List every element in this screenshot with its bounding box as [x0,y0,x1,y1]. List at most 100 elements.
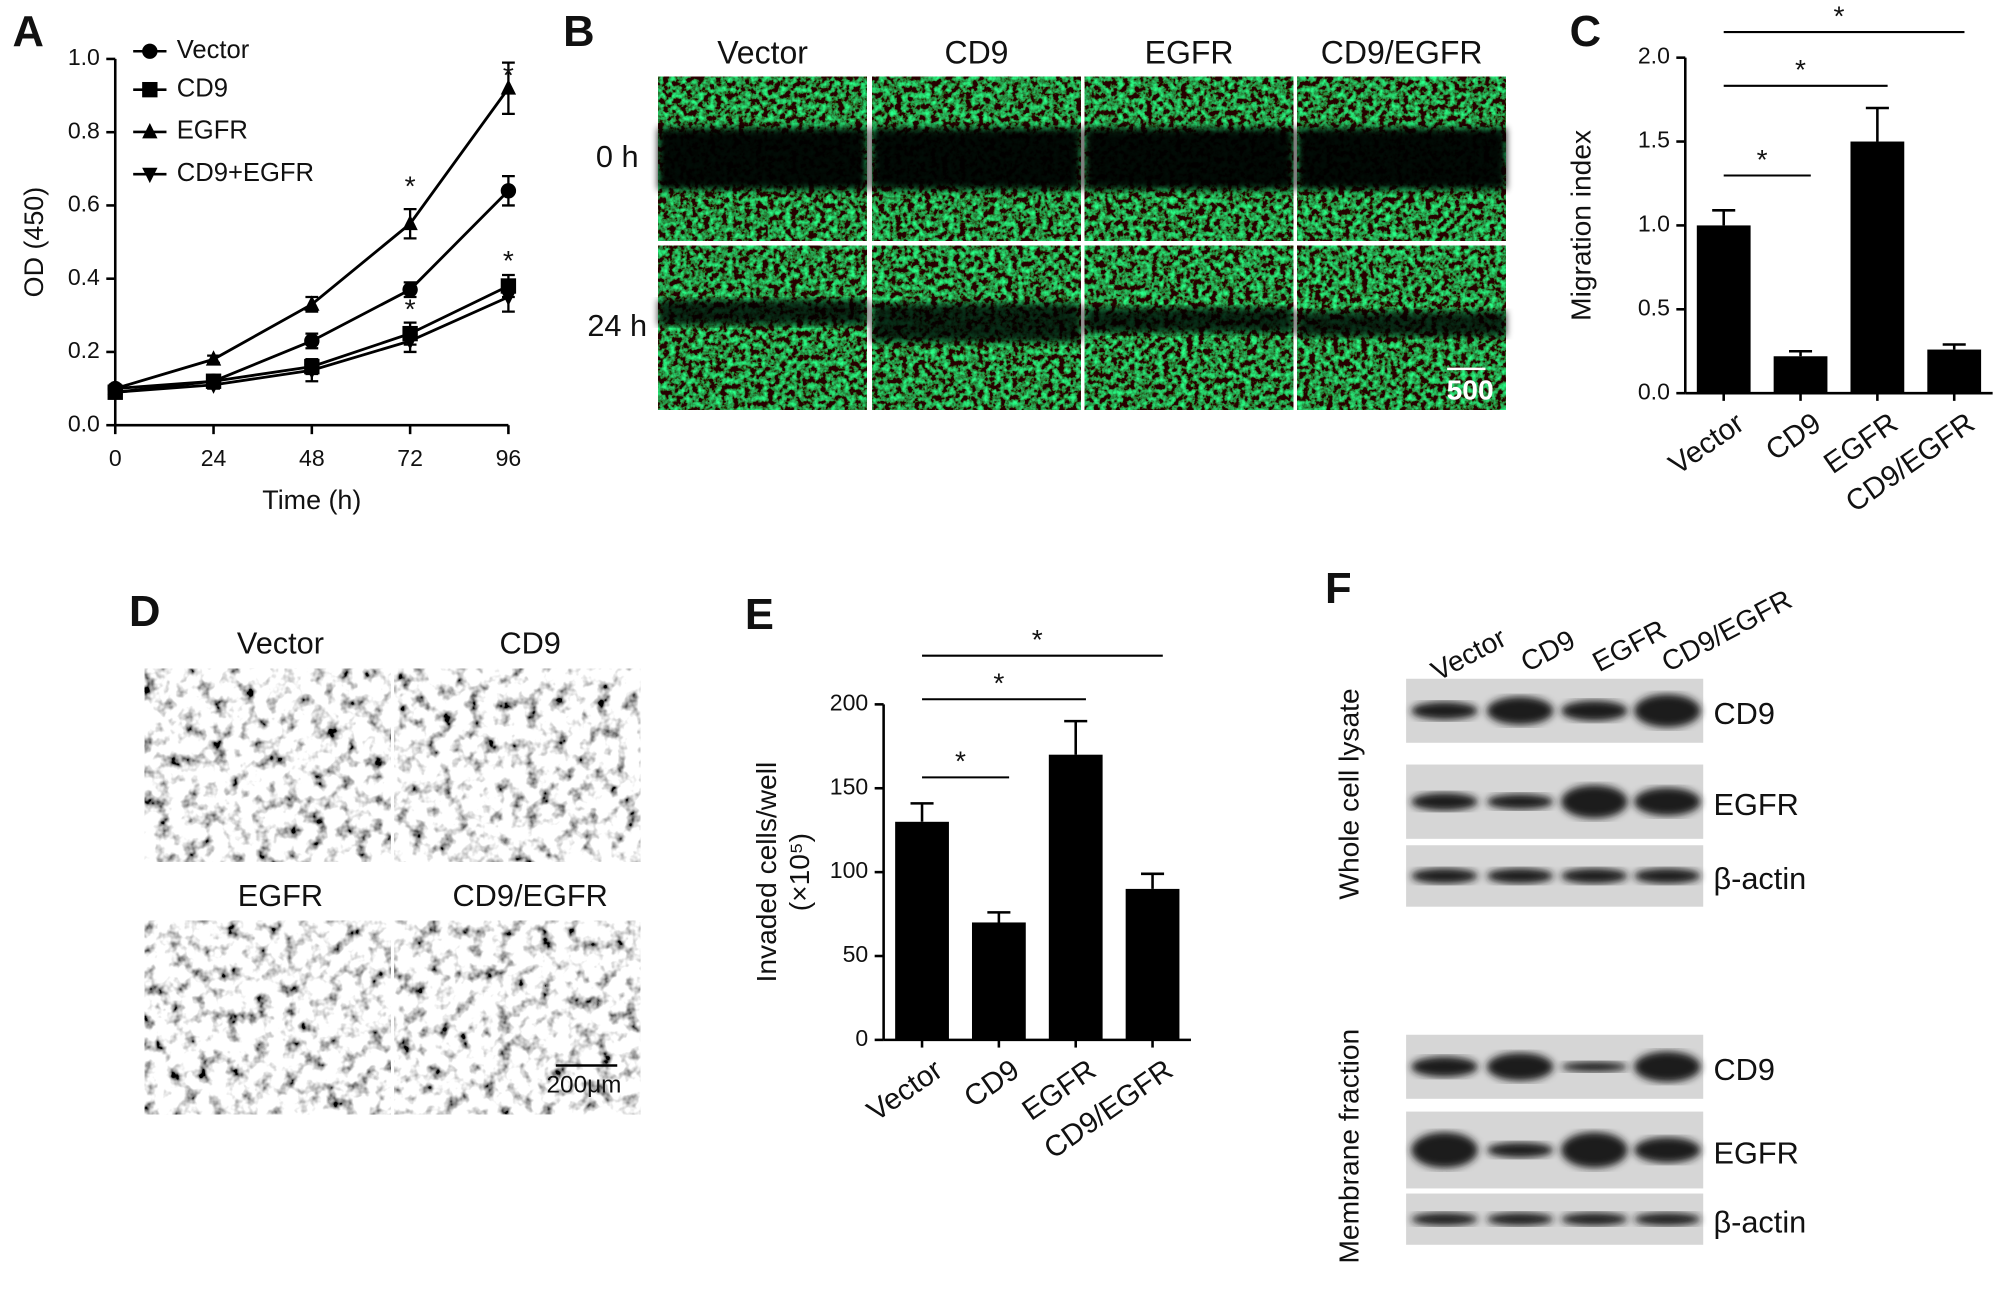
y-tick-label: 0.6 [68,191,100,217]
marker [402,214,418,231]
bar [1773,356,1828,394]
row-label: 0 h [596,139,639,174]
significance-label: * [1757,143,1768,175]
y-tick-label: 150 [830,773,868,799]
band-label: CD9 [1713,696,1774,731]
x-tick-label: 0 [109,445,122,471]
legend-label: EGFR [177,117,248,145]
row-label: 24 h [587,308,647,343]
y-tick-label: 100 [830,857,868,883]
y-axis-label: (×10⁵) [783,833,815,911]
wound-gap [1084,128,1294,190]
wound-gap [1297,311,1506,337]
column-label: Vector [717,35,808,71]
blot-band [1486,868,1554,884]
annotation: * [503,244,514,276]
y-axis-label: OD (450) [19,187,49,298]
blot-band [1411,701,1478,720]
wound-gap [658,299,867,326]
blot-band [1634,694,1701,728]
error-bar [1865,106,1889,142]
blot-band [1561,868,1628,884]
error-bar [910,802,934,822]
marker [304,363,320,380]
y-tick-label: 0.4 [68,264,100,290]
significance-label: * [955,745,966,777]
transwell-image [144,920,391,1115]
error-bar [1942,343,1966,350]
band-label: CD9 [1713,1052,1774,1087]
blot-band [1411,1056,1478,1078]
y-tick-label: 200 [830,689,868,715]
lane-label: CD9/EGFR [1656,583,1797,678]
band-label: EGFR [1713,787,1798,822]
x-tick-label: 48 [299,445,325,471]
marker [500,290,517,306]
column-label: CD9/EGFR [1321,35,1483,71]
x-tick-label: CD9 [1760,406,1827,467]
scale-bar-label: 200μm [547,1071,622,1098]
bar [1125,888,1180,1040]
y-axis-label: Migration index [1564,130,1596,321]
transwell-image [394,668,641,862]
blot-band [1634,787,1701,816]
blot-band [1634,1212,1701,1226]
y-tick-label: 50 [843,941,869,967]
bar [971,922,1026,1040]
annotation: * [503,58,514,90]
legend-label: CD9+EGFR [177,159,314,187]
wound-gap [872,128,1081,190]
panel-letter: C [1570,8,1601,56]
blot-band [1486,1052,1554,1081]
panel-letter: B [563,8,594,56]
bar [1696,225,1751,394]
y-tick-label: 0.0 [68,410,100,436]
marker [205,350,222,366]
y-tick-label: 0 [855,1025,868,1051]
wound-gap [872,303,1081,342]
y-tick-label: 0.0 [1638,378,1670,404]
blot-band [1411,1132,1478,1168]
band-label: β-actin [1713,861,1806,896]
x-tick-label: 96 [496,445,522,471]
transwell-image [144,668,391,862]
marker [107,385,123,402]
micrograph-cells [658,245,867,410]
image-label: EGFR [238,878,323,913]
x-tick-label: Vector [1663,406,1750,481]
image-label: CD9 [499,626,560,661]
bar [1927,349,1982,394]
lane-label: CD9 [1515,623,1580,678]
y-tick-label: 1.5 [1638,127,1670,153]
blot-band [1411,792,1478,811]
lane-label: Vector [1426,621,1512,687]
scale-bar-label: 500 [1447,373,1494,405]
annotation: * [405,293,416,325]
annotation: * [405,170,416,202]
band-label: β-actin [1713,1204,1806,1239]
lane-label: EGFR [1587,613,1671,678]
significance-label: * [1833,0,1844,31]
image-label: Vector [237,626,324,661]
blot-band [1634,868,1701,884]
blot-band [1561,700,1628,722]
y-tick-label: 0.2 [68,337,100,363]
panel-letter: E [745,591,774,639]
column-label: EGFR [1145,35,1234,71]
blot-band [1561,1132,1628,1168]
error-bar [987,911,1011,923]
group-label: Whole cell lysate [1332,688,1364,899]
blot-band [1486,696,1554,725]
column-label: CD9 [944,35,1008,71]
error-bar [1064,719,1088,755]
blot-band [1411,868,1478,884]
significance-label: * [1795,53,1806,85]
marker [304,333,320,349]
legend-label: Vector [177,36,250,64]
significance-label: * [993,667,1004,699]
error-bar [1141,872,1165,889]
wound-gap [1084,307,1294,333]
error-bar [1712,209,1736,226]
y-tick-label: 2.0 [1638,43,1670,69]
